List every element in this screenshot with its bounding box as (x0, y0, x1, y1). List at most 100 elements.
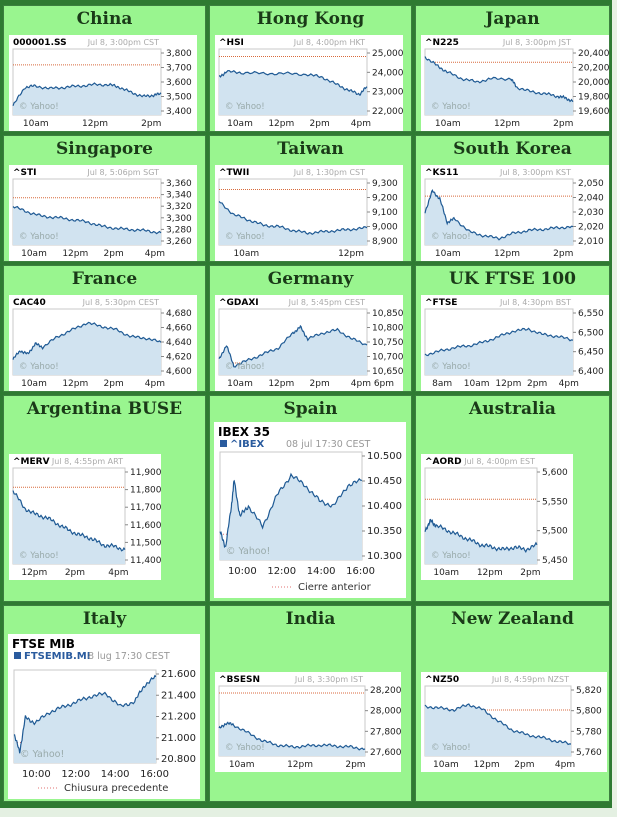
chart-svg: ^FTSE Jul 8, 4:30pm BST © Yahoo! 6,550 6,500… (424, 298, 604, 389)
ticker-label: ^FTSE (425, 298, 457, 308)
chart--nz50[interactable]: ^NZ50 Jul 8, 4:59pm NZST © Yahoo! 5,820 5,80… (421, 672, 607, 772)
chart-svg: ^TWII Jul 8, 1:30pm CST © Yahoo! 9,300 9,200… (218, 168, 398, 259)
y-tick-label: 11,600 (130, 521, 161, 531)
series-line (424, 703, 572, 746)
x-tick-label: 2pm (345, 760, 365, 770)
region-title: Singapore (56, 139, 153, 159)
region-title: Australia (469, 399, 556, 419)
y-tick-label: 4,620 (166, 353, 192, 363)
ticker-label: FTSE MIB (12, 637, 75, 651)
chart-svg: ^N225 Jul 8, 3:00pm JST © Yahoo! 20,400 20,2… (424, 38, 609, 129)
y-tick-label: 21.600 (161, 669, 196, 680)
x-tick-label: 8am (432, 379, 452, 389)
chart--bsesn[interactable]: ^BSESN Jul 8, 3:30pm IST © Yahoo! 28,200 28,… (215, 672, 401, 772)
series-area (425, 56, 573, 115)
chart--twii[interactable]: ^TWII Jul 8, 1:30pm CST © Yahoo! 9,300 9,200… (215, 165, 403, 261)
series-area (219, 722, 365, 756)
y-tick-label: 9,000 (372, 223, 398, 233)
panel-new-zealand: New Zealand ^NZ50 Jul 8, 4:59pm NZST © Yaho… (415, 605, 610, 802)
chart-svg: ^AORD Jul 8, 4:00pm EST © Yahoo! 5,600 5,550… (424, 457, 568, 578)
x-tick-label: 10am (21, 249, 47, 259)
watermark: © Yahoo! (431, 102, 471, 112)
x-tick-label: 10am (435, 119, 461, 129)
timestamp: Jul 8, 3:00pm CST (87, 38, 159, 47)
y-tick-label: 10.400 (367, 501, 402, 512)
chart-000001-ss[interactable]: 000001.SS Jul 8, 3:00pm CST © Yahoo! 3,800 3… (9, 35, 197, 131)
x-tick-label: 12pm (268, 379, 294, 389)
x-tick-label: 2pm (65, 568, 85, 578)
chart--hsi[interactable]: ^HSI Jul 8, 4:00pm HKT © Yahoo! 25,000 24,00… (215, 35, 403, 131)
chart-svg: ^BSESN Jul 8, 3:30pm IST © Yahoo! 28,200 28,… (218, 675, 401, 770)
y-tick-label: 9,200 (372, 194, 398, 204)
chart-svg: 000001.SS Jul 8, 3:00pm CST © Yahoo! 3,800 3… (12, 38, 192, 129)
series-area (13, 490, 125, 564)
y-tick-label: 2,010 (578, 237, 604, 247)
timestamp: Jul 8, 5:30pm CEST (82, 298, 159, 307)
panel-taiwan: Taiwan ^TWII Jul 8, 1:30pm CST © Yahoo! 9,30… (209, 135, 412, 262)
y-tick-label: 5,780 (576, 727, 602, 737)
y-tick-label: 6,550 (578, 309, 604, 319)
chart-svg: ^KS11 Jul 8, 3:00pm KST © Yahoo! 2,050 2,040… (424, 168, 604, 259)
x-tick-label: 2pm (514, 760, 534, 770)
timestamp: Jul 8, 3:00pm JST (502, 38, 571, 47)
ticker-label: ^STI (13, 168, 37, 178)
x-tick-label: 10am (227, 379, 253, 389)
y-tick-label: 10,700 (372, 353, 403, 363)
series-area (219, 70, 367, 115)
chart--merv[interactable]: ^MERV Jul 8, 4:55pm ART © Yahoo! 11,900 11,8… (9, 454, 161, 580)
y-tick-label: 3,320 (166, 202, 192, 212)
x-tick-label: 10:00 (22, 769, 51, 780)
ticker-label: 000001.SS (13, 38, 67, 48)
region-title: Hong Kong (256, 9, 365, 29)
y-tick-label: 19,800 (578, 93, 609, 103)
watermark: © Yahoo! (19, 551, 59, 561)
y-tick-label: 3,280 (166, 225, 192, 235)
y-tick-label: 6,450 (578, 348, 604, 358)
panel-singapore: Singapore ^STI Jul 8, 5:06pm SGT © Yahoo! 3,… (3, 135, 206, 262)
y-tick-label: 4,680 (166, 309, 192, 319)
y-tick-label: 6,500 (578, 328, 604, 338)
series-area (425, 328, 573, 375)
chart--sti[interactable]: ^STI Jul 8, 5:06pm SGT © Yahoo! 3,360 3,340 3… (9, 165, 197, 261)
legend-label: Cierre anterior (298, 582, 372, 593)
x-tick-label: 10am (21, 379, 47, 389)
chart--aord[interactable]: ^AORD Jul 8, 4:00pm EST © Yahoo! 5,600 5,550… (421, 454, 573, 580)
region-title: China (76, 9, 133, 29)
legend-label: Chiusura precedente (64, 783, 168, 794)
watermark: © Yahoo! (431, 743, 471, 753)
x-tick-label: 2pm (553, 119, 573, 129)
x-tick-label: 2pm (527, 379, 547, 389)
y-tick-label: 25,000 (372, 49, 403, 59)
y-tick-label: 28,200 (370, 686, 401, 696)
chart-ftse-mib[interactable]: FTSE MIB FTSEMIB.MI 8 lug 17:30 CEST © Yaho… (8, 634, 200, 799)
y-tick-label: 10,650 (372, 367, 403, 377)
panel-india: India ^BSESN Jul 8, 3:30pm IST © Yahoo! 28,2… (209, 605, 412, 802)
ticker-label: ^AORD (425, 457, 462, 467)
chart-cac40[interactable]: CAC40 Jul 8, 5:30pm CEST © Yahoo! 4,680 4,66… (9, 295, 197, 391)
x-tick-label: 14:00 (307, 566, 336, 577)
ticker-label: CAC40 (13, 298, 46, 308)
x-tick-label: 4pm (555, 760, 575, 770)
chart--n225[interactable]: ^N225 Jul 8, 3:00pm JST © Yahoo! 20,400 20,2… (421, 35, 609, 131)
region-title: New Zealand (451, 609, 574, 629)
series-line (13, 674, 157, 754)
y-tick-label: 10.300 (367, 551, 402, 562)
chart--gdaxi[interactable]: ^GDAXI Jul 8, 5:45pm CEST © Yahoo! 10,850 10… (215, 295, 403, 391)
timestamp: Jul 8, 4:00pm HKT (293, 38, 365, 47)
y-tick-label: 3,800 (166, 49, 192, 59)
chart--ftse[interactable]: ^FTSE Jul 8, 4:30pm BST © Yahoo! 6,550 6,500… (421, 295, 609, 391)
series-area (13, 83, 161, 115)
x-tick-label: 2pm (310, 379, 330, 389)
series-symbol: ^IBEX (230, 439, 265, 450)
y-tick-label: 20.800 (161, 754, 196, 765)
x-tick-label: 10am (433, 568, 459, 578)
y-tick-label: 3,600 (166, 78, 192, 88)
chart--ks11[interactable]: ^KS11 Jul 8, 3:00pm KST © Yahoo! 2,050 2,040… (421, 165, 609, 261)
y-tick-label: 5,820 (576, 686, 602, 696)
x-tick-label: 12:00 (267, 566, 296, 577)
chart-ibex-35[interactable]: IBEX 35 ^IBEX 08 jul 17:30 CEST © Yahoo! 10.… (214, 422, 406, 598)
x-tick-label: 4pm 6pm (351, 379, 394, 389)
y-tick-label: 10,850 (372, 309, 403, 319)
timestamp: Jul 8, 1:30pm CST (293, 168, 365, 177)
